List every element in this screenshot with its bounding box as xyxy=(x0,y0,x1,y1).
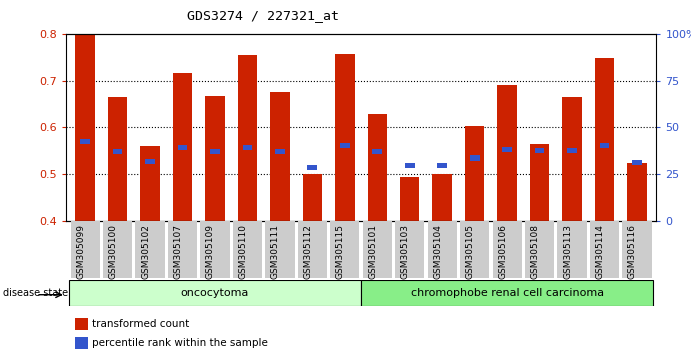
FancyBboxPatch shape xyxy=(363,221,392,278)
Bar xyxy=(465,126,484,221)
Bar xyxy=(243,144,252,150)
Bar xyxy=(270,92,290,221)
Text: GSM305100: GSM305100 xyxy=(108,224,117,279)
Text: GSM305111: GSM305111 xyxy=(271,224,280,279)
FancyBboxPatch shape xyxy=(395,221,424,278)
Text: GSM305114: GSM305114 xyxy=(596,224,605,279)
Text: GSM305101: GSM305101 xyxy=(368,224,377,279)
FancyBboxPatch shape xyxy=(330,221,359,278)
Bar xyxy=(140,146,160,221)
Text: transformed count: transformed count xyxy=(93,319,189,329)
Bar xyxy=(335,54,354,221)
Text: GSM305112: GSM305112 xyxy=(303,224,312,279)
FancyBboxPatch shape xyxy=(103,221,132,278)
Text: GSM305115: GSM305115 xyxy=(336,224,345,279)
Text: GDS3274 / 227321_at: GDS3274 / 227321_at xyxy=(187,9,339,22)
Text: GSM305102: GSM305102 xyxy=(141,224,150,279)
FancyBboxPatch shape xyxy=(265,221,294,278)
FancyBboxPatch shape xyxy=(525,221,554,278)
Text: GSM305099: GSM305099 xyxy=(76,224,85,279)
Bar xyxy=(145,159,155,164)
Text: chromophobe renal cell carcinoma: chromophobe renal cell carcinoma xyxy=(410,288,604,298)
Bar xyxy=(595,58,614,221)
Text: GSM305107: GSM305107 xyxy=(173,224,182,279)
Text: GSM305110: GSM305110 xyxy=(238,224,247,279)
Bar xyxy=(80,139,90,144)
FancyBboxPatch shape xyxy=(493,221,522,278)
FancyBboxPatch shape xyxy=(558,221,587,278)
Bar xyxy=(75,34,95,221)
Text: GSM305103: GSM305103 xyxy=(401,224,410,279)
Bar xyxy=(108,97,127,221)
Bar xyxy=(178,144,187,150)
Bar xyxy=(340,143,350,148)
Bar xyxy=(205,96,225,221)
Bar xyxy=(238,55,257,221)
Text: GSM305104: GSM305104 xyxy=(433,224,442,279)
FancyBboxPatch shape xyxy=(233,221,262,278)
Bar xyxy=(275,149,285,154)
Bar xyxy=(535,148,545,154)
FancyBboxPatch shape xyxy=(200,221,229,278)
Text: disease state: disease state xyxy=(3,288,68,298)
Text: GSM305109: GSM305109 xyxy=(206,224,215,279)
FancyBboxPatch shape xyxy=(298,221,327,278)
Bar xyxy=(173,74,192,221)
Bar xyxy=(368,114,387,221)
FancyBboxPatch shape xyxy=(623,221,652,278)
Bar xyxy=(210,149,220,154)
FancyBboxPatch shape xyxy=(428,221,457,278)
Bar xyxy=(530,144,549,221)
Bar xyxy=(75,318,88,330)
Bar xyxy=(502,147,512,152)
Text: GSM305106: GSM305106 xyxy=(498,224,507,279)
Bar xyxy=(632,160,642,165)
Text: GSM305113: GSM305113 xyxy=(563,224,572,279)
Bar xyxy=(75,337,88,349)
Bar xyxy=(627,162,647,221)
Text: GSM305116: GSM305116 xyxy=(628,224,637,279)
FancyBboxPatch shape xyxy=(460,221,489,278)
FancyBboxPatch shape xyxy=(70,221,100,278)
Bar xyxy=(567,148,577,154)
Bar xyxy=(498,85,517,221)
Bar xyxy=(433,175,452,221)
Text: GSM305108: GSM305108 xyxy=(531,224,540,279)
FancyBboxPatch shape xyxy=(135,221,164,278)
FancyBboxPatch shape xyxy=(590,221,619,278)
Bar xyxy=(437,163,447,169)
Bar xyxy=(470,155,480,160)
FancyBboxPatch shape xyxy=(361,280,653,306)
Bar xyxy=(562,97,582,221)
Bar xyxy=(405,163,415,169)
Bar xyxy=(372,149,382,154)
FancyBboxPatch shape xyxy=(69,280,361,306)
Bar xyxy=(400,177,419,221)
Bar xyxy=(307,165,317,170)
Bar xyxy=(303,175,322,221)
Text: GSM305105: GSM305105 xyxy=(466,224,475,279)
Bar xyxy=(600,143,609,148)
Bar xyxy=(113,149,122,154)
Text: percentile rank within the sample: percentile rank within the sample xyxy=(93,338,268,348)
FancyBboxPatch shape xyxy=(168,221,197,278)
Text: oncocytoma: oncocytoma xyxy=(181,288,249,298)
